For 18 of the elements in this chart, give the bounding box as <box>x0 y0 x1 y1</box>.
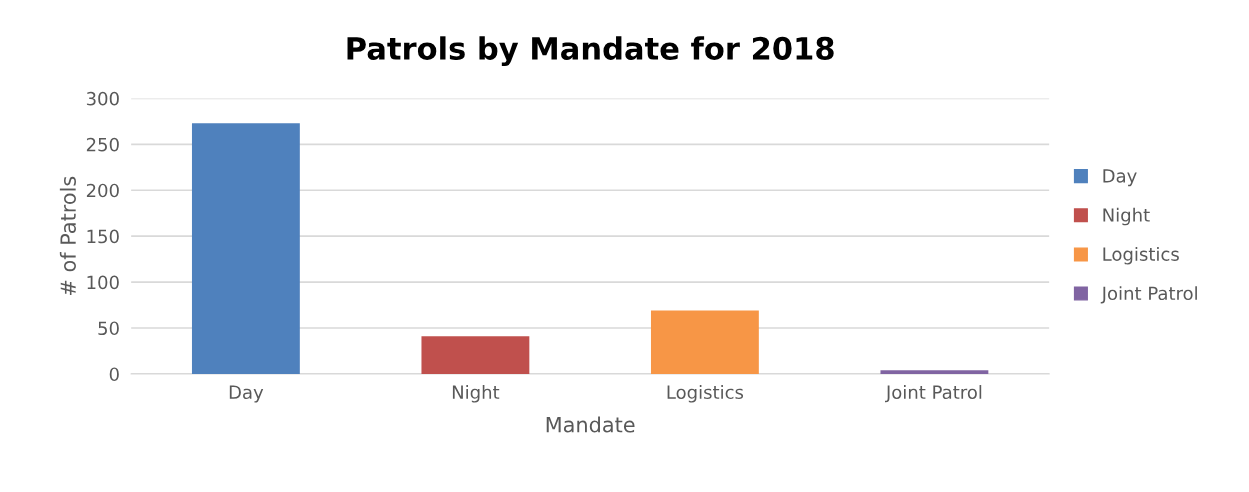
legend-label: Night <box>1103 207 1150 226</box>
x-tick-label: Logistics <box>667 385 744 403</box>
chart-title: Patrols by Mandate for 2018 <box>347 36 834 67</box>
x-tick-label: Joint Patrol <box>885 385 982 403</box>
y-axis-title: # of Patrols <box>59 176 76 295</box>
x-axis-title: Mandate <box>546 416 635 433</box>
legend-label: Day <box>1103 169 1137 187</box>
y-tick-label: 100 <box>87 275 119 290</box>
y-tick-label: 50 <box>98 321 119 336</box>
x-tick-label: Night <box>452 385 500 403</box>
y-tick-label: 150 <box>87 229 119 244</box>
y-tick-label: 200 <box>86 183 119 198</box>
y-tick-label: 0 <box>109 367 119 382</box>
legend-label: Joint Patrol <box>1100 286 1197 304</box>
x-tick-label: Day <box>229 385 264 403</box>
y-tick-label: 300 <box>86 91 119 106</box>
y-tick-label: 250 <box>86 137 119 152</box>
legend-label: Logistics <box>1103 246 1179 265</box>
